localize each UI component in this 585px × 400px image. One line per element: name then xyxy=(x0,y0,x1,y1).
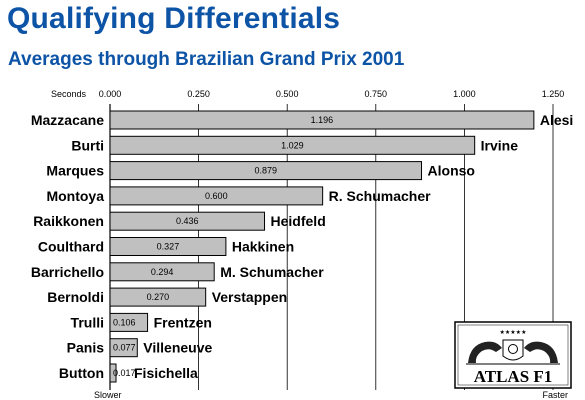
faster-driver-label: Verstappen xyxy=(212,289,287,305)
bar xyxy=(109,186,324,206)
x-tick-label: 1.000 xyxy=(453,89,476,99)
bar xyxy=(109,237,227,256)
slower-driver-label: Barrichello xyxy=(31,264,104,280)
bar-value-label: 0.879 xyxy=(254,166,277,176)
slower-driver-label: Button xyxy=(59,365,104,381)
faster-driver-label: M. Schumacher xyxy=(220,264,324,280)
x-tick-label: 0.500 xyxy=(276,89,299,99)
slower-label: Slower xyxy=(94,390,122,400)
bar-value-label: 1.196 xyxy=(311,115,334,125)
bar-value-label: 0.077 xyxy=(113,343,136,353)
slower-driver-label: Raikkonen xyxy=(33,213,104,229)
bar-value-label: 0.106 xyxy=(113,317,136,327)
svg-text:★★★★★: ★★★★★ xyxy=(500,329,527,336)
bar-value-label: 0.436 xyxy=(176,216,199,226)
bar-value-label: 0.294 xyxy=(151,267,174,277)
label-layer: 1.196 Mazzacane Alesi 1.029 Burti Irvine 0.879… xyxy=(31,112,573,381)
bar-layer xyxy=(109,110,535,383)
bar xyxy=(109,363,117,383)
faster-driver-label: Hakkinen xyxy=(232,239,294,255)
faster-driver-label: Villeneuve xyxy=(143,340,212,356)
faster-driver-label: Frentzen xyxy=(154,314,212,330)
slower-driver-label: Panis xyxy=(67,340,105,356)
bar xyxy=(109,211,266,231)
atlas-f1-crest-icon: ★★★★★ xyxy=(466,329,560,365)
bar xyxy=(109,110,535,130)
slower-driver-label: Bernoldi xyxy=(47,289,104,305)
bar xyxy=(109,338,138,358)
faster-driver-label: Heidfeld xyxy=(271,213,326,229)
x-tick-label: 0.750 xyxy=(365,89,388,99)
x-axis-label: Seconds xyxy=(51,89,87,99)
tick-layer: 0.000 0.250 0.500 0.750 1.000 1.250 xyxy=(99,89,565,99)
slower-driver-label: Trulli xyxy=(71,314,104,330)
bar xyxy=(109,135,476,155)
faster-label: Faster xyxy=(542,390,568,400)
slower-driver-label: Marques xyxy=(46,163,104,179)
logo-text: ATLAS F1 xyxy=(474,367,553,386)
chart-title: Qualifying Differentials xyxy=(7,2,341,35)
bar-value-label: 0.600 xyxy=(205,191,228,201)
slower-driver-label: Montoya xyxy=(46,188,104,204)
slower-driver-label: Burti xyxy=(71,137,104,153)
bar xyxy=(109,287,207,307)
slower-driver-label: Coulthard xyxy=(38,239,104,255)
bar xyxy=(109,262,215,282)
x-tick-label: 1.250 xyxy=(542,89,565,99)
chart-subtitle: Averages through Brazilian Grand Prix 20… xyxy=(8,49,405,70)
atlas-f1-logo: ★★★★★ ATLAS F1 xyxy=(454,321,572,389)
bar-value-label: 0.327 xyxy=(157,242,180,252)
bar-value-label: 1.029 xyxy=(281,140,304,150)
logo-inner-frame xyxy=(457,324,569,386)
x-tick-label: 0.250 xyxy=(187,89,210,99)
bar xyxy=(109,161,423,181)
faster-driver-label: Fisichella xyxy=(134,365,198,381)
slower-driver-label: Mazzacane xyxy=(31,112,104,128)
bar-value-label: 0.270 xyxy=(147,292,170,302)
bar xyxy=(109,312,149,332)
faster-driver-label: R. Schumacher xyxy=(329,188,431,204)
faster-driver-label: Alesi xyxy=(540,112,573,128)
faster-driver-label: Irvine xyxy=(481,137,519,153)
x-tick-label: 0.000 xyxy=(99,89,122,99)
bar-value-label: 0.017 xyxy=(113,368,136,378)
faster-driver-label: Alonso xyxy=(428,163,475,179)
